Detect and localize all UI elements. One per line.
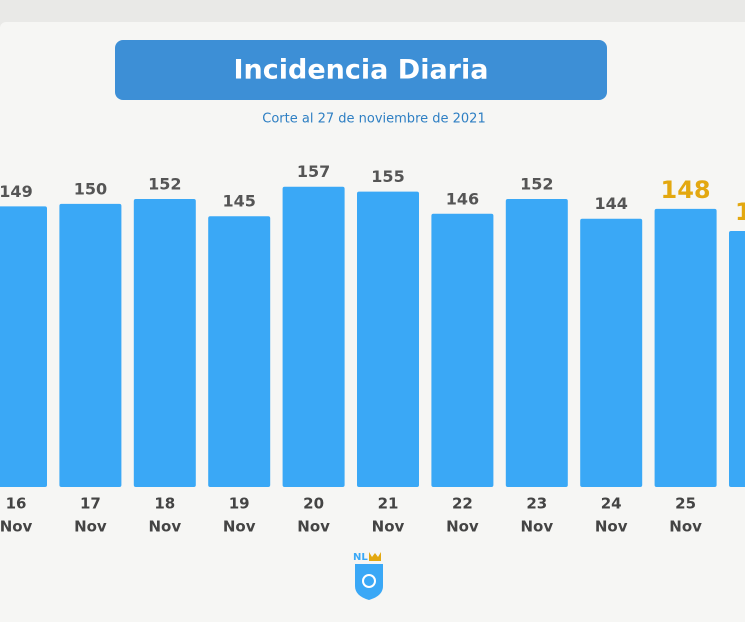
bar [729,231,745,487]
x-tick-label: Nov [223,518,256,536]
x-tick-label: Nov [520,518,553,536]
x-tick-label: Nov [595,518,628,536]
x-tick-label: Nov [669,518,702,536]
x-tick-label: Nov [148,518,181,536]
x-tick-label: Nov [74,518,107,536]
bar [59,203,122,487]
bar [282,186,345,487]
logo-emblem [362,574,376,588]
bar [0,206,47,487]
x-tick-label: 22 [452,495,473,513]
bar [580,218,643,487]
x-tick-label: 18 [154,495,175,513]
title-box [115,40,607,100]
bar [133,199,196,487]
value-label: 145 [222,192,255,211]
x-tick-label: 21 [378,495,399,513]
logo: NL [353,552,383,600]
chart-title: Incidencia Diaria [234,55,489,86]
bar [357,191,419,487]
x-tick-label: 20 [303,495,324,513]
value-label: 152 [148,175,181,194]
bar [505,199,568,487]
value-label: 144 [594,194,627,213]
value-label: 148 [661,176,711,204]
x-tick-label: Nov [446,518,479,536]
x-tick-label: 19 [229,495,250,513]
x-tick-label: 16 [6,495,27,513]
value-label: 152 [520,175,553,194]
x-tick-label: 17 [80,495,101,513]
x-tick-label: Nov [744,518,745,536]
value-label: 146 [446,189,479,208]
logo-text: NL [353,552,368,563]
chart-subtitle: Corte al 27 de noviembre de 2021 [262,112,485,127]
x-tick-label: 25 [675,495,696,513]
x-tick-label: 23 [526,495,547,513]
value-label: 155 [371,167,404,186]
value-label: 139 [735,198,745,226]
bar [654,208,717,487]
logo-crown [369,552,381,561]
x-tick-label: Nov [372,518,405,536]
x-tick-label: Nov [0,518,33,536]
bar [208,216,271,487]
value-label: 149 [0,182,33,201]
logo-shield [355,564,383,600]
value-label: 150 [74,179,107,198]
bar [431,213,494,487]
x-tick-label: Nov [297,518,330,536]
value-label: 157 [297,162,330,181]
x-tick-label: 24 [601,495,622,513]
